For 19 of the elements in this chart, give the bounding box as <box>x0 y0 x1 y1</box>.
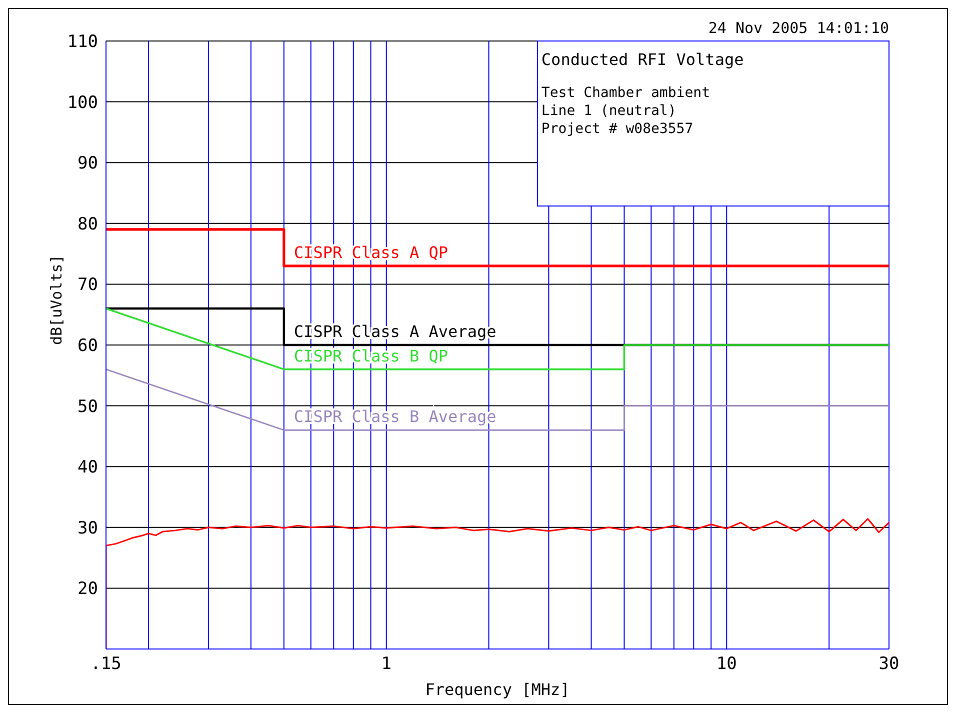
y-tick-label: 110 <box>67 32 98 52</box>
y-tick-label: 90 <box>78 154 98 174</box>
y-tick-label: 50 <box>78 396 98 417</box>
x-tick-label: 10 <box>716 654 737 674</box>
y-tick-label: 60 <box>78 336 98 356</box>
y-tick-label: 80 <box>78 214 98 234</box>
x-axis-title: Frequency [MHz] <box>425 680 570 699</box>
y-axis-title: dB[uVolts] <box>47 254 66 345</box>
x-tick-label: .15 <box>90 654 122 674</box>
annotation: Project # w08e3557 <box>541 121 694 137</box>
annotation: Line 1 (neutral) <box>541 103 676 119</box>
y-tick-label: 40 <box>78 458 98 478</box>
y-tick-label: 100 <box>67 92 98 113</box>
y-tick-label: 30 <box>78 518 98 538</box>
x-tick-label: 1 <box>381 654 392 674</box>
annotation: Test Chamber ambient <box>541 85 710 101</box>
x-tick-label: 30 <box>878 654 900 674</box>
y-tick-label: 20 <box>78 579 98 600</box>
y-tick-label: 70 <box>78 275 98 296</box>
